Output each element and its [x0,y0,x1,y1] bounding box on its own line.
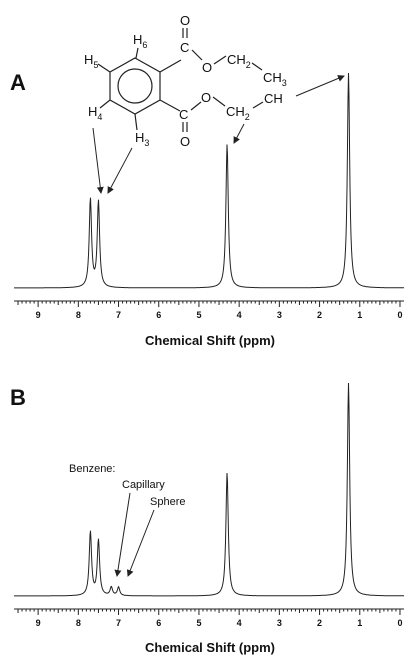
h4-bond [99,99,111,109]
x-tick-label: 6 [156,618,161,628]
arrow-sphere [126,509,155,577]
h3-bond [134,113,138,131]
ester2-ch2: CH2 [226,104,250,122]
annotation-capillary: Capillary [122,479,165,491]
ester1-carbonyl-o: O [180,13,190,28]
x-axis-label-b: Chemical Shift (ppm) [145,640,275,655]
spectrum-b [13,382,405,597]
arrow-ch3 [295,75,345,97]
x-tick-label: 8 [76,310,81,320]
ester1-ch2-bond [213,55,227,65]
ester2-o-bond [190,101,202,111]
x-ticks-a: 9 8 7 6 5 4 3 2 1 0 [17,301,402,320]
x-tick-label: 7 [116,618,121,628]
arrow-capillary [114,492,131,577]
h6-label: H6 [133,32,147,50]
panel-b: B Benzene: Capillary Sphere 9 8 7 6 5 4 3 2 1 0 C… [10,382,405,655]
x-tick-label: 5 [196,618,201,628]
h5-bond [97,63,111,73]
molecule-structure: H6 H5 H4 H3 C O O CH2 CH3 C O [84,13,287,149]
ester2-ch2-bond [212,96,226,107]
x-tick-label: 7 [116,310,121,320]
aromatic-circle [117,68,153,104]
ester2-o: O [201,90,211,105]
x-tick-label: 2 [317,618,322,628]
ester2-ch3: CH [264,91,283,106]
x-ticks-b: 9 8 7 6 5 4 3 2 1 0 [17,609,402,628]
x-tick-label: 3 [277,310,282,320]
arrow-ch2 [233,123,245,144]
x-tick-label: 6 [156,310,161,320]
ester1-carbon: C [180,40,189,55]
ester1-ch3-bond [251,62,263,71]
panel-a-label: A [10,70,26,95]
spectrum-a [14,72,404,289]
panel-b-label: B [10,385,26,410]
x-tick-label: 0 [397,618,402,628]
h5-label: H5 [84,52,98,70]
panel-a: A H6 H5 H4 H3 C O O CH2 CH3 [10,13,404,348]
h4-label: H4 [88,104,102,122]
ester1-bond [159,59,182,73]
x-tick-label: 2 [317,310,322,320]
h6-bond [135,47,139,59]
ester1-o-bond [191,49,203,61]
x-tick-label: 0 [397,310,402,320]
x-axis-label-a: Chemical Shift (ppm) [145,333,275,348]
assignment-arrows [92,75,345,194]
x-tick-label: 5 [196,310,201,320]
ester2-ch3-bond [252,101,264,109]
ester2-bond [159,99,181,112]
ester1-o: O [202,60,212,75]
ester2-carbon: C [179,107,188,122]
x-tick-label: 9 [36,618,41,628]
x-tick-label: 3 [277,618,282,628]
x-tick-label: 4 [237,310,242,320]
ester2-carbonyl-o: O [180,134,190,149]
annotation-benzene: Benzene: [69,463,115,475]
x-tick-label: 1 [357,310,362,320]
x-tick-label: 9 [36,310,41,320]
h3-label: H3 [135,130,149,148]
ester1-ch3: CH3 [263,70,287,88]
annotation-sphere: Sphere [150,496,185,508]
x-tick-label: 1 [357,618,362,628]
x-tick-label: 8 [76,618,81,628]
ester1-ch2: CH2 [227,52,251,70]
arrow-h3 [107,147,133,194]
arrow-h4 [92,127,104,194]
x-tick-label: 4 [237,618,242,628]
